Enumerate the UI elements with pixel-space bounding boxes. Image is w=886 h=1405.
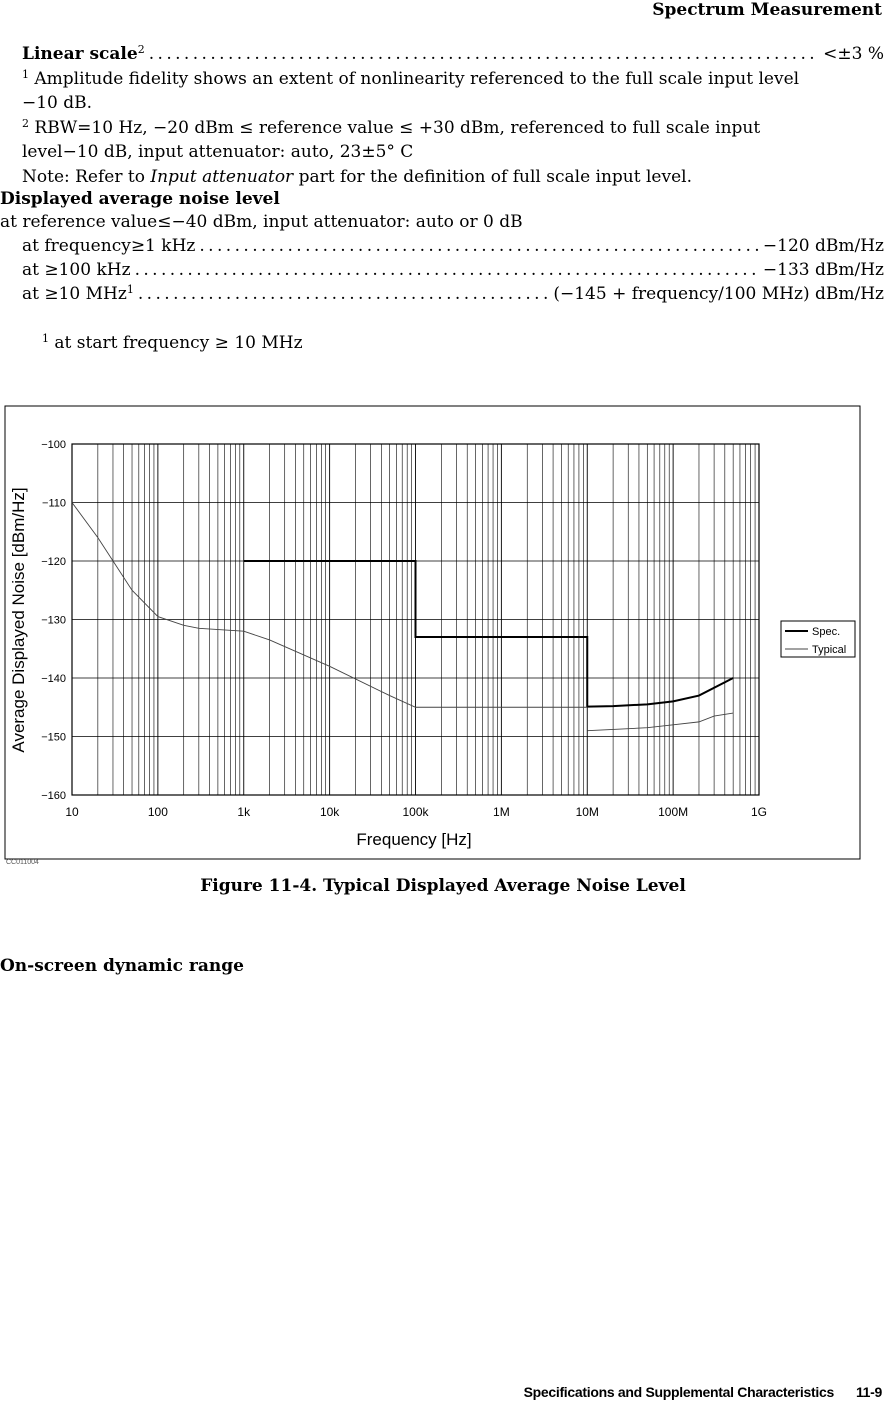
footnote-2-text: RBW=10 Hz, −20 dBm ≤ reference value ≤ +… [34, 118, 761, 138]
danl-row-2-value: −133 dBm/Hz [762, 260, 884, 280]
danl-footnote: 1 at start frequency ≥ 10 MHz [0, 332, 886, 354]
footnote-2-line1: 2 RBW=10 Hz, −20 dBm ≤ reference value ≤… [0, 117, 886, 139]
danl-row-1-label: at frequency≥1 kHz [22, 236, 196, 256]
danl-row-3-value: (−145 + frequency/100 MHz) dBm/Hz [553, 284, 884, 304]
x-axis-label: Frequency [Hz] [356, 830, 471, 849]
footnote-2-marker: 2 [22, 117, 29, 130]
running-header: Spectrum Measurement [652, 0, 882, 20]
figure-code: CC011004 [6, 859, 39, 866]
note-prefix: Note: Refer to [22, 167, 151, 187]
danl-row-2: at ≥100 kHz −133 dBm/Hz [0, 259, 884, 281]
danl-row-3-sup: 1 [126, 283, 134, 296]
x-tick-label: 1k [237, 805, 251, 819]
danl-row-1: at frequency≥1 kHz −120 dBm/Hz [0, 235, 884, 257]
footnote-1-line2: −10 dB. [22, 93, 93, 113]
series-line-typical [71, 502, 588, 708]
chart-grid [71, 443, 760, 796]
section-heading-dynamic-range: On-screen dynamic range [0, 956, 244, 976]
linear-scale-sup: 2 [137, 43, 145, 56]
legend-box [780, 620, 856, 658]
danl-footnote-text: at start frequency ≥ 10 MHz [54, 333, 303, 353]
y-tick-label: −160 [41, 790, 66, 802]
danl-row-3: at ≥10 MHz1 (−145 + frequency/100 MHz) d… [0, 283, 884, 305]
x-tick-label: 10k [320, 805, 340, 819]
danl-footnote-marker: 1 [42, 332, 49, 345]
series-line-typical [587, 712, 734, 732]
chart-series [71, 502, 734, 732]
y-tick-label: −100 [41, 439, 66, 451]
danl-condition: at reference value≤−40 dBm, input attenu… [0, 212, 523, 232]
series-line-spec [243, 560, 589, 708]
x-tick-label: 100M [658, 805, 688, 819]
linear-scale-value: <±3 % [823, 44, 884, 64]
y-tick-label: −110 [42, 498, 66, 510]
note-line: Note: Refer to Input attenuator part for… [0, 166, 886, 188]
chart-ticks: 10 100 1k 10k 100k 1M 10M 100M 1G −100 −110 −120 −13… [41, 439, 767, 819]
figure-frame [4, 405, 861, 860]
footnote-1-line1: 1 Amplitude fidelity shows an extent of … [0, 68, 886, 90]
x-tick-label: 10 [65, 805, 79, 819]
linear-scale-row: Linear scale2 <±3 % [0, 43, 884, 65]
danl-row-1-value: −120 dBm/Hz [762, 236, 884, 256]
linear-scale-label: Linear scale [22, 44, 138, 64]
page-number: 11-9 [855, 1384, 882, 1400]
y-axis-label: Average Displayed Noise [dBm/Hz] [9, 487, 28, 752]
danl-row-3-label: at ≥10 MHz [22, 284, 127, 304]
chart-legend: Spec. Typical [780, 620, 856, 658]
legend-label: Spec. [812, 626, 840, 638]
danl-heading: Displayed average noise level [0, 189, 280, 209]
y-tick-label: −130 [41, 615, 66, 627]
footnote-2-line2: level−10 dB, input attenuator: auto, 23±… [22, 142, 414, 162]
note-suffix: part for the definition of full scale in… [293, 167, 692, 187]
x-tick-label: 100k [402, 805, 429, 819]
y-tick-label: −140 [41, 673, 66, 685]
x-tick-label: 10M [576, 805, 599, 819]
footnote-1-marker: 1 [22, 68, 29, 81]
x-tick-label: 100 [148, 805, 168, 819]
series-line-spec [587, 677, 734, 708]
footnote-1-text: Amplitude fidelity shows an extent of no… [34, 69, 800, 89]
y-tick-label: −150 [41, 732, 66, 744]
legend-label: Typical [812, 644, 846, 656]
footer-text: Specifications and Supplemental Characte… [523, 1384, 835, 1400]
x-tick-label: 1G [751, 805, 767, 819]
page-footer: Specifications and Supplemental Characte… [523, 1384, 883, 1400]
note-italic: Input attenuator [150, 167, 294, 187]
y-tick-label: −120 [41, 556, 66, 568]
figure-caption: Figure 11-4. Typical Displayed Average N… [200, 876, 686, 896]
x-tick-label: 1M [493, 805, 510, 819]
danl-row-2-label: at ≥100 kHz [22, 260, 131, 280]
